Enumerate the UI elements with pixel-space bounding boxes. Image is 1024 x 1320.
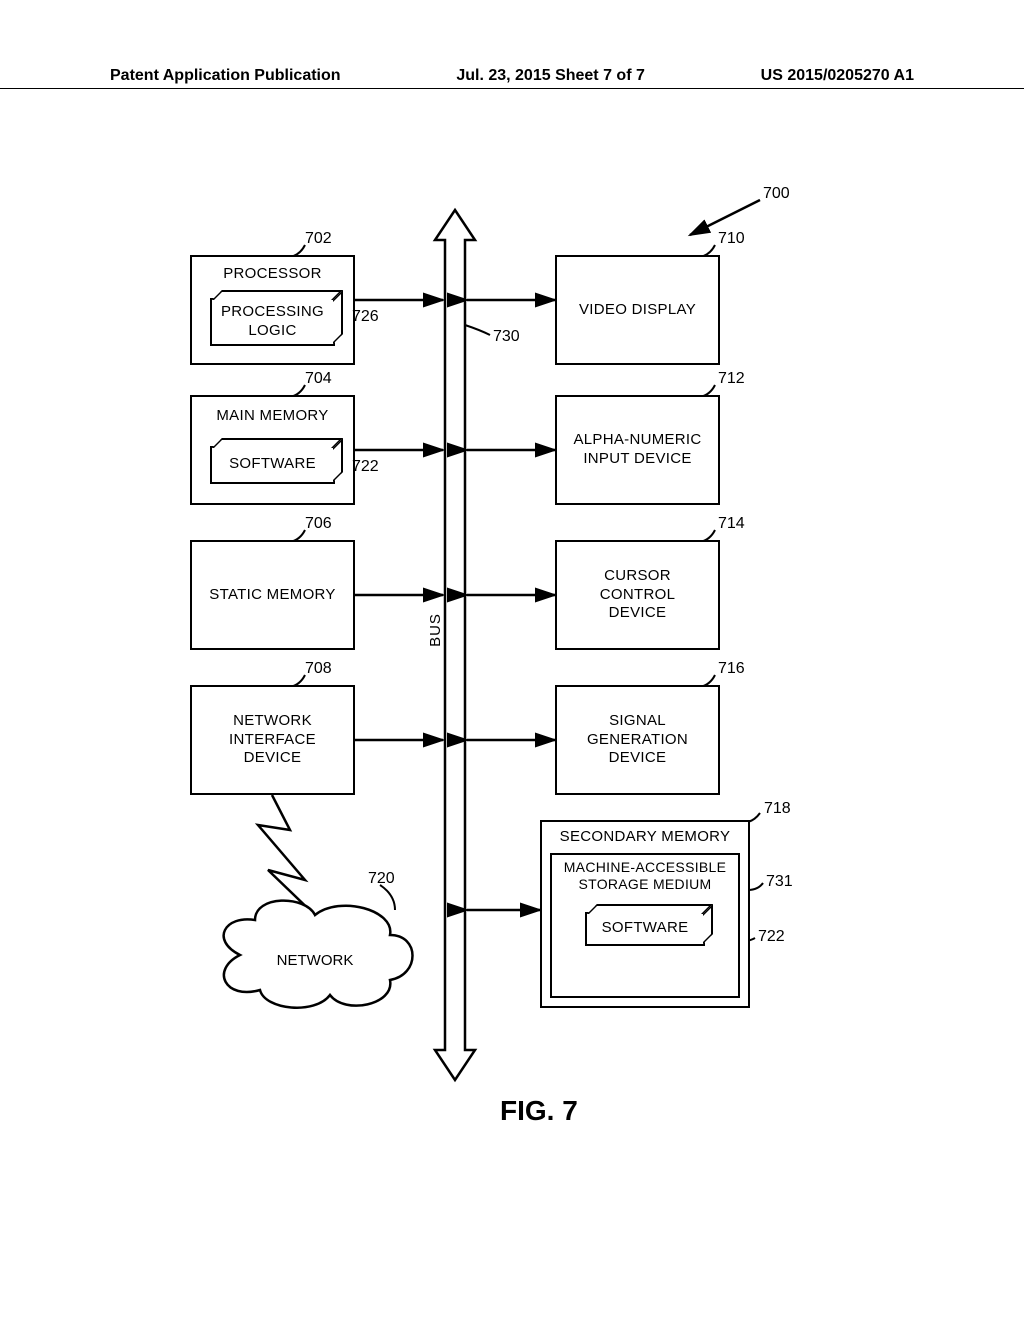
ref-722a: 722 — [352, 458, 379, 476]
ref-704: 704 — [305, 370, 332, 388]
processing-logic-3dbox: PROCESSING LOGIC — [210, 298, 335, 346]
secondary-memory-block: SECONDARY MEMORY MACHINE-ACCESSIBLE STOR… — [540, 820, 750, 1008]
figure-diagram: BUS — [0, 180, 1024, 1230]
storage-medium-title: MACHINE-ACCESSIBLE STORAGE MEDIUM — [564, 859, 727, 894]
secondary-memory-title: SECONDARY MEMORY — [560, 828, 731, 847]
static-memory-block: STATIC MEMORY — [190, 540, 355, 650]
cursor-control-block: CURSOR CONTROL DEVICE — [555, 540, 720, 650]
header-left: Patent Application Publication — [110, 67, 341, 85]
ref-710: 710 — [718, 230, 745, 248]
bus-label: BUS — [427, 613, 444, 647]
alpha-numeric-block: ALPHA-NUMERIC INPUT DEVICE — [555, 395, 720, 505]
secondary-software-label: SOFTWARE — [602, 919, 689, 938]
main-memory-title: MAIN MEMORY — [216, 407, 328, 426]
ref-708: 708 — [305, 660, 332, 678]
cursor-control-title: CURSOR CONTROL DEVICE — [600, 567, 675, 623]
network-label: NETWORK — [277, 952, 354, 969]
main-memory-block: MAIN MEMORY SOFTWARE — [190, 395, 355, 505]
ref-731: 731 — [766, 873, 793, 891]
static-memory-title: STATIC MEMORY — [209, 586, 335, 605]
video-display-block: VIDEO DISPLAY — [555, 255, 720, 365]
ref-716: 716 — [718, 660, 745, 678]
signal-gen-title: SIGNAL GENERATION DEVICE — [587, 712, 688, 768]
processing-logic-label: PROCESSING LOGIC — [221, 303, 324, 341]
header-right: US 2015/0205270 A1 — [761, 67, 914, 85]
ref-718: 718 — [764, 800, 791, 818]
main-memory-software-label: SOFTWARE — [229, 455, 316, 474]
ref-722b: 722 — [758, 928, 785, 946]
ref-712: 712 — [718, 370, 745, 388]
signal-gen-block: SIGNAL GENERATION DEVICE — [555, 685, 720, 795]
ref-702: 702 — [305, 230, 332, 248]
ref-700: 700 — [763, 185, 790, 203]
processor-title: PROCESSOR — [223, 265, 322, 284]
page-header: Patent Application Publication Jul. 23, … — [0, 88, 1024, 107]
main-memory-software-3dbox: SOFTWARE — [210, 446, 335, 484]
ref-726: 726 — [352, 308, 379, 326]
storage-medium-block: MACHINE-ACCESSIBLE STORAGE MEDIUM SOFTWA… — [550, 853, 740, 998]
figure-title: FIG. 7 — [500, 1095, 578, 1127]
network-interface-block: NETWORK INTERFACE DEVICE — [190, 685, 355, 795]
zigzag-connector — [258, 795, 320, 920]
ref-706: 706 — [305, 515, 332, 533]
processor-block: PROCESSOR PROCESSING LOGIC — [190, 255, 355, 365]
network-interface-title: NETWORK INTERFACE DEVICE — [229, 712, 316, 768]
network-cloud: NETWORK — [224, 901, 413, 1008]
ref-730: 730 — [493, 328, 520, 346]
ref-714: 714 — [718, 515, 745, 533]
ref-720: 720 — [368, 870, 395, 888]
bus-shape: BUS — [427, 210, 475, 1080]
header-center: Jul. 23, 2015 Sheet 7 of 7 — [456, 67, 645, 85]
video-display-title: VIDEO DISPLAY — [579, 301, 696, 320]
left-connectors — [355, 300, 443, 740]
alpha-numeric-title: ALPHA-NUMERIC INPUT DEVICE — [573, 431, 701, 469]
right-connectors — [467, 300, 555, 910]
secondary-software-3dbox: SOFTWARE — [585, 912, 705, 946]
